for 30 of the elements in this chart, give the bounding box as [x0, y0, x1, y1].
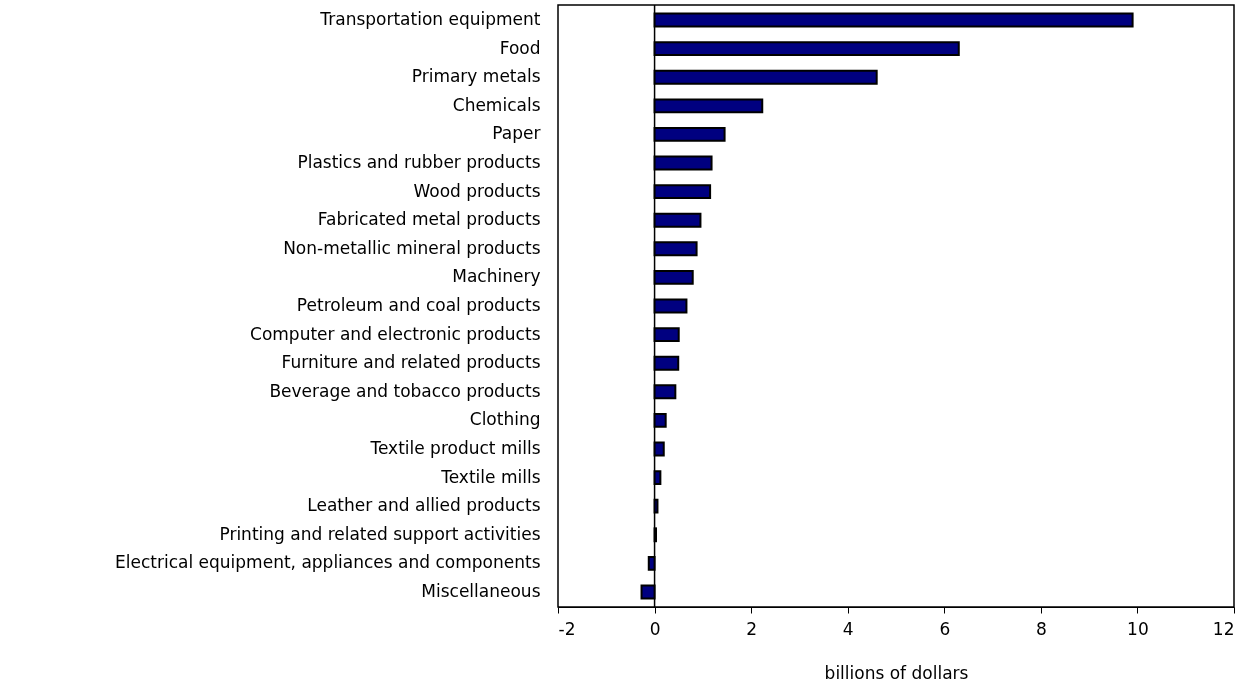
- x-tick-label: -2: [558, 618, 576, 639]
- x-tick-label: 12: [1212, 618, 1235, 639]
- y-tick-label: Leather and allied products: [307, 495, 541, 516]
- x-tick-label: 6: [939, 618, 951, 639]
- y-tick-label: Textile product mills: [369, 437, 541, 458]
- y-tick-label: Beverage and tobacco products: [269, 380, 541, 401]
- y-tick-label: Wood products: [413, 180, 541, 201]
- x-tick-label: 10: [1127, 618, 1149, 639]
- y-tick-label: Clothing: [469, 409, 541, 430]
- y-tick-label: Miscellaneous: [421, 580, 541, 601]
- x-tick-label: 2: [746, 618, 758, 639]
- y-tick-label: Fabricated metal products: [317, 209, 541, 230]
- y-tick-label: Electrical equipment, appliances and components: [115, 552, 541, 573]
- y-tick-label: Transportation equipment: [319, 9, 541, 30]
- y-tick-label: Primary metals: [411, 66, 541, 87]
- y-tick-label: Paper: [492, 123, 541, 144]
- x-tick-label: 4: [842, 618, 854, 639]
- y-tick-label: Petroleum and coal products: [296, 295, 541, 315]
- y-tick-label: Printing and related support activities: [219, 523, 541, 544]
- y-tick-label: Computer and electronic products: [250, 323, 541, 344]
- y-tick-label: Chemicals: [452, 94, 541, 115]
- y-tick-label: Furniture and related products: [281, 352, 541, 373]
- y-tick-label: Textile mills: [440, 466, 541, 487]
- y-tick-label: Food: [499, 37, 541, 58]
- y-tick-label: Machinery: [452, 266, 541, 287]
- y-tick-label: Plastics and rubber products: [297, 152, 541, 173]
- x-tick-label: 0: [649, 618, 661, 639]
- x-tick-label: 8: [1035, 618, 1047, 639]
- x-axis-title: billions of dollars: [824, 662, 969, 683]
- y-tick-label: Non-metallic mineral products: [283, 237, 541, 258]
